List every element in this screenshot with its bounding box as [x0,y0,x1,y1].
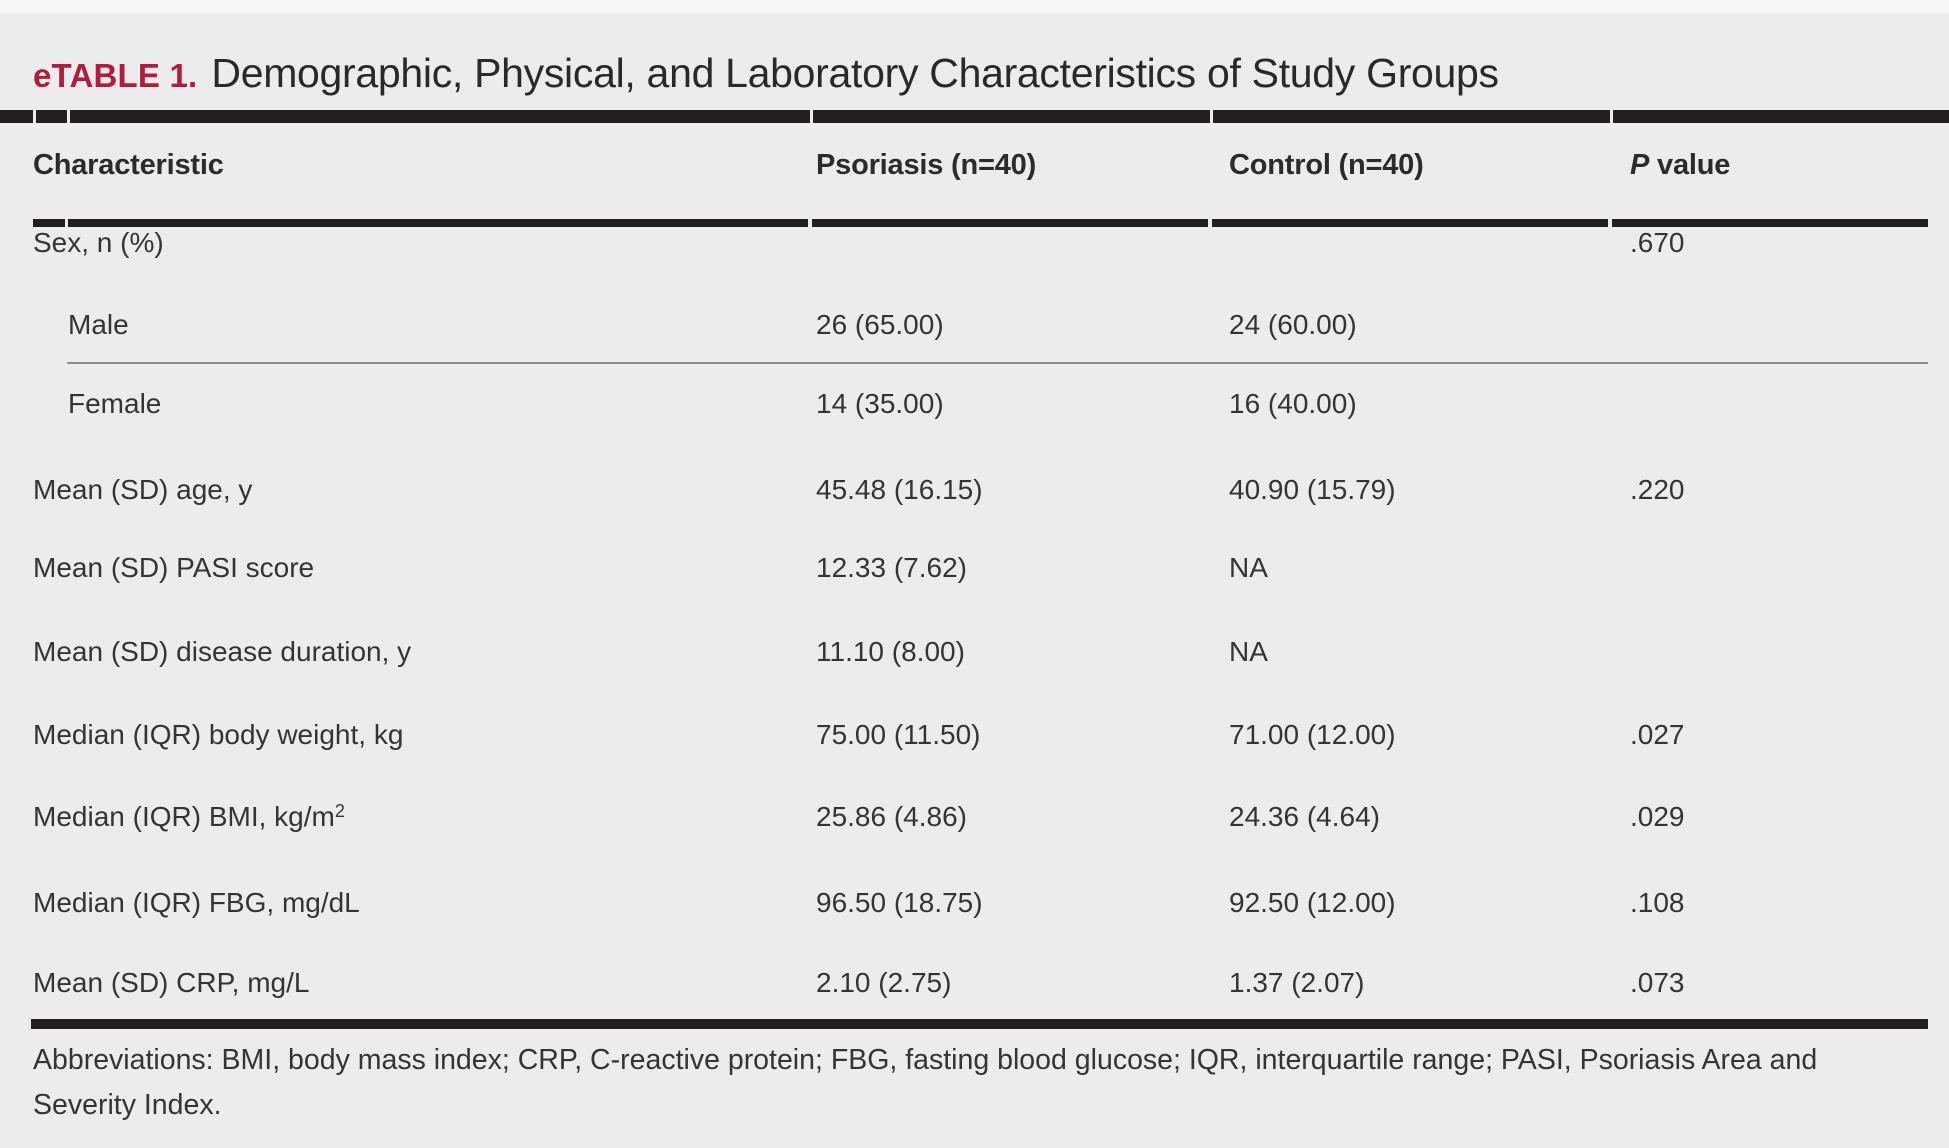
col-header-characteristic: Characteristic [33,149,224,181]
abbreviations-footnote: Abbreviations: BMI, body mass index; CRP… [33,1038,1933,1128]
bottom-rule [31,1019,1928,1029]
p-value: .027 [1630,719,1685,750]
table-row: Median (IQR) body weight, kg 75.00 (11.5… [0,714,1949,756]
rule-segment [70,110,810,123]
control-value: 71.00 (12.00) [1229,719,1396,750]
row-label: Male [68,309,129,340]
psoriasis-value: 14 (35.00) [816,388,944,419]
control-value: NA [1229,552,1268,583]
table-title-text: Demographic, Physical, and Laboratory Ch… [211,50,1499,96]
table-number-label: eTABLE 1. [33,57,198,94]
table-header-row: Characteristic Psoriasis (n=40) Control … [0,144,1949,186]
footnote-line: Severity Index. [33,1089,222,1121]
control-value: NA [1229,636,1268,667]
rule-segment [1213,110,1610,123]
page-top-margin [0,0,1949,13]
rule-segment [0,110,33,123]
footnote-line: Abbreviations: BMI, body mass index; CRP… [33,1044,1818,1076]
p-value: .670 [1630,227,1685,258]
psoriasis-value: 25.86 (4.86) [816,801,967,832]
rule-segment [1212,219,1608,227]
control-value: 92.50 (12.00) [1229,887,1396,918]
psoriasis-value: 2.10 (2.75) [816,967,952,998]
table-row: Mean (SD) PASI score 12.33 (7.62) NA [0,547,1949,589]
rule-segment [33,219,65,227]
male-female-divider [67,362,1928,364]
table-row: Median (IQR) BMI, kg/m2 25.86 (4.86) 24.… [0,796,1949,838]
rule-segment [68,219,808,227]
row-label: Female [68,388,162,419]
row-label: Median (IQR) FBG, mg/dL [33,887,360,918]
table-row: Female 14 (35.00) 16 (40.00) [0,383,1949,425]
p-value: .073 [1630,967,1685,998]
rule-segment [1612,219,1928,227]
table-row: Mean (SD) age, y 45.48 (16.15) 40.90 (15… [0,469,1949,511]
psoriasis-value: 11.10 (8.00) [816,636,965,667]
psoriasis-value: 96.50 (18.75) [816,887,983,918]
rule-segment [36,110,67,123]
row-label: Sex, n (%) [33,227,164,258]
control-value: 24 (60.00) [1229,309,1357,340]
row-label: Mean (SD) disease duration, y [33,636,412,667]
row-label: Mean (SD) age, y [33,474,253,505]
superscript: 2 [334,801,345,821]
control-value: 40.90 (15.79) [1229,474,1396,505]
rule-segment [1613,110,1949,123]
psoriasis-value: 45.48 (16.15) [816,474,983,505]
table-row: Sex, n (%) .670 [0,222,1949,264]
p-value: .029 [1630,801,1685,832]
p-value: .108 [1630,887,1685,918]
control-value: 1.37 (2.07) [1229,967,1365,998]
table-row: Mean (SD) CRP, mg/L 2.10 (2.75) 1.37 (2.… [0,962,1949,1004]
row-label: Median (IQR) body weight, kg [33,719,404,750]
row-label: Mean (SD) CRP, mg/L [33,967,310,998]
psoriasis-value: 12.33 (7.62) [816,552,967,583]
row-label: Median (IQR) BMI, kg/m2 [33,801,345,832]
control-value: 16 (40.00) [1229,388,1357,419]
control-value: 24.36 (4.64) [1229,801,1380,832]
row-label: Mean (SD) PASI score [33,552,315,583]
rule-segment [812,219,1208,227]
rule-segment [813,110,1210,123]
table-row: Male 26 (65.00) 24 (60.00) [0,304,1949,346]
col-header-control: Control (n=40) [1229,149,1424,181]
table-title: eTABLE 1. Demographic, Physical, and Labo… [33,50,1499,106]
psoriasis-value: 26 (65.00) [816,309,944,340]
table-row: Mean (SD) disease duration, y 11.10 (8.0… [0,631,1949,673]
col-header-psoriasis: Psoriasis (n=40) [816,149,1037,181]
table-row: Median (IQR) FBG, mg/dL 96.50 (18.75) 92… [0,882,1949,924]
p-value: .220 [1630,474,1685,505]
psoriasis-value: 75.00 (11.50) [816,719,981,750]
col-header-p-value: P value [1630,149,1731,181]
